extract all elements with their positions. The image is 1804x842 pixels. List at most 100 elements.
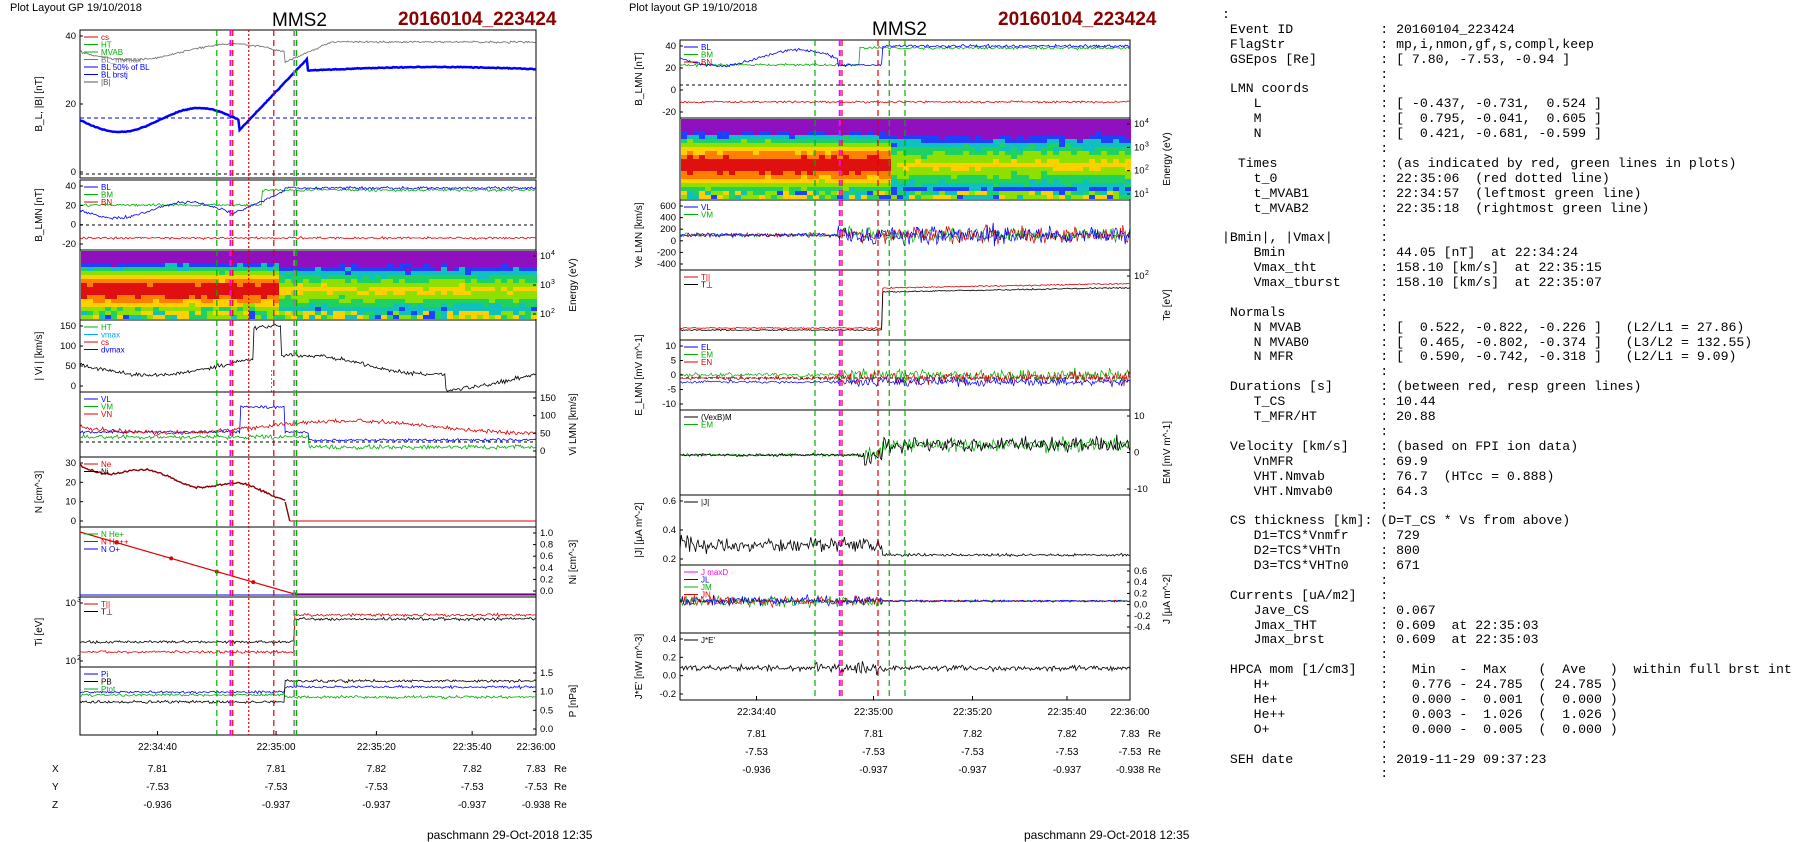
spectrogram-cell	[465, 283, 471, 287]
y-tick-label: 0.0	[663, 671, 676, 682]
spectrogram-cell	[291, 255, 297, 259]
spectrogram-cell	[831, 123, 837, 127]
spectrogram-cell	[795, 135, 801, 139]
spectrogram-cell	[375, 307, 381, 311]
spectrogram-cell	[807, 151, 813, 155]
spectrogram-cell	[327, 307, 333, 311]
spectrogram-cell	[327, 267, 333, 271]
spectrogram-cell	[789, 155, 795, 159]
spectrogram-cell	[237, 307, 243, 311]
x-tick-label: 22:35:00	[854, 707, 893, 718]
spectrogram-cell	[693, 119, 699, 123]
spectrogram-cell	[969, 187, 975, 191]
spectrogram-cell	[177, 287, 183, 291]
spectrogram-cell	[201, 303, 207, 307]
spectrogram-cell	[423, 299, 429, 303]
spectrogram-cell	[267, 303, 273, 307]
spectrogram-cell	[1077, 191, 1083, 195]
spectrogram-cell	[1035, 179, 1041, 183]
spectrogram-cell	[423, 283, 429, 287]
spectrogram-cell	[963, 131, 969, 135]
spectrogram-cell	[315, 291, 321, 295]
legend-entry: BL	[101, 183, 111, 192]
spectrogram-cell	[723, 171, 729, 175]
spectrogram-cell	[111, 291, 117, 295]
spectrogram-cell	[159, 267, 165, 271]
position-value: -0.938	[522, 800, 551, 811]
spectrogram-cell	[417, 295, 423, 299]
y-tick-label: 100	[60, 341, 76, 352]
spectrogram-cell	[1041, 143, 1047, 147]
spectrogram-cell	[339, 259, 345, 263]
spectrogram-cell	[153, 303, 159, 307]
spectrogram-cell	[1005, 135, 1011, 139]
spectrogram-cell	[921, 195, 927, 199]
spectrogram-cell	[909, 175, 915, 179]
spectrogram-cell	[105, 275, 111, 279]
spectrogram-cell	[357, 263, 363, 267]
spectrogram-cell	[813, 155, 819, 159]
spectrogram-cell	[207, 271, 213, 275]
y-tick-exponent: 3	[77, 597, 81, 604]
y-tick-label: 10	[1134, 119, 1145, 130]
spectrogram-cell	[279, 295, 285, 299]
summary-line: GSEpos [Re] : [ 7.80, -7.53, -0.94 ]	[1222, 51, 1571, 67]
spectrogram-cell	[177, 283, 183, 287]
spectrogram-cell	[963, 179, 969, 183]
spectrogram-cell	[777, 179, 783, 183]
spectrogram-cell	[339, 251, 345, 255]
spectrogram-cell	[1017, 135, 1023, 139]
spectrogram-cell	[759, 123, 765, 127]
summary-line: Vmax_tburst : 158.10 [km/s] at 22:35:07	[1222, 275, 1602, 291]
summary-line: Currents [uA/m2] :	[1222, 587, 1389, 603]
spectrogram-cell	[825, 187, 831, 191]
spectrogram-cell	[135, 295, 141, 299]
spectrogram-cell	[1119, 155, 1125, 159]
summary-line: :	[1222, 736, 1389, 752]
spectrogram-cell	[933, 183, 939, 187]
spectrogram-cell	[759, 135, 765, 139]
spectrogram-cell	[687, 123, 693, 127]
spectrogram-cell	[921, 131, 927, 135]
spectrogram-cell	[699, 171, 705, 175]
spectrogram-cell	[777, 127, 783, 131]
position-value: -7.53	[1119, 747, 1142, 758]
spectrogram-cell	[753, 131, 759, 135]
spectrogram-cell	[417, 259, 423, 263]
spectrogram-cell	[243, 307, 249, 311]
spectrogram-cell	[963, 139, 969, 143]
spectrogram-cell	[879, 143, 885, 147]
spectrogram-cell	[231, 275, 237, 279]
position-value: 7.81	[864, 729, 884, 740]
spectrogram-cell	[315, 299, 321, 303]
spectrogram-cell	[387, 307, 393, 311]
position-value: -7.53	[146, 782, 169, 793]
spectrogram-cell	[957, 131, 963, 135]
spectrogram-cell	[171, 303, 177, 307]
spectrogram-cell	[171, 255, 177, 259]
spectrogram-cell	[387, 251, 393, 255]
spectrogram-cell	[279, 271, 285, 275]
spectrogram-cell	[1065, 131, 1071, 135]
spectrogram-cell	[81, 307, 87, 311]
spectrogram-cell	[207, 303, 213, 307]
spectrogram-cell	[849, 195, 855, 199]
spectrogram-cell	[825, 179, 831, 183]
spectrogram-cell	[381, 287, 387, 291]
spectrogram-cell	[975, 131, 981, 135]
spectrogram-cell	[1041, 147, 1047, 151]
spectrogram-cell	[465, 271, 471, 275]
spectrogram-cell	[1125, 143, 1131, 147]
spectrogram-cell	[159, 311, 165, 315]
spectrogram-cell	[261, 263, 267, 267]
spectrogram-cell	[357, 291, 363, 295]
spectrogram-cell	[345, 279, 351, 283]
spectrogram-cell	[729, 167, 735, 171]
spectrogram-cell	[411, 295, 417, 299]
spectrogram-cell	[249, 259, 255, 263]
spectrogram-cell	[471, 307, 477, 311]
spectrogram-cell	[813, 147, 819, 151]
spectrogram-cell	[261, 287, 267, 291]
spectrogram-cell	[291, 307, 297, 311]
spectrogram-cell	[855, 123, 861, 127]
